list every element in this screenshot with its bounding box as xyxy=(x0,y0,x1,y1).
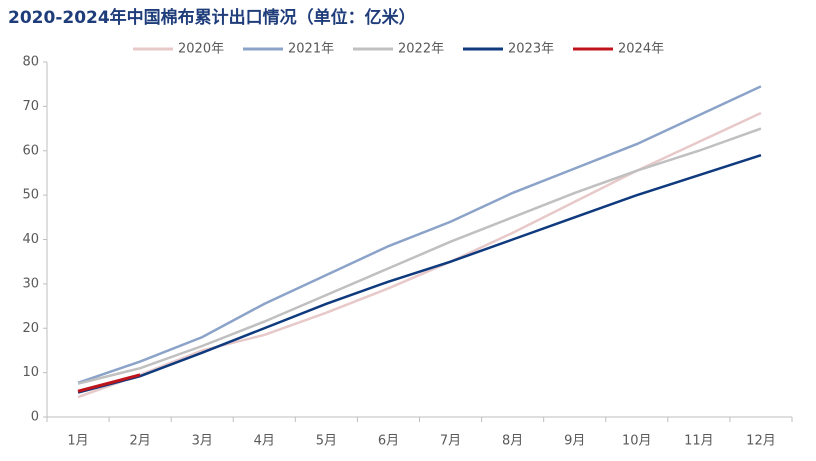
x-tick-label: 4月 xyxy=(254,434,275,449)
legend-label: 2024年 xyxy=(618,42,664,57)
y-tick-label: 70 xyxy=(22,99,39,114)
x-tick-label: 6月 xyxy=(378,434,399,449)
x-tick-label: 10月 xyxy=(622,434,652,449)
legend-label: 2021年 xyxy=(288,42,334,57)
chart-title: 2020-2024年中国棉布累计出口情况（单位：亿米） xyxy=(8,7,416,28)
legend-label: 2020年 xyxy=(178,42,224,57)
legend-label: 2022年 xyxy=(398,42,444,57)
x-tick-label: 11月 xyxy=(684,434,714,449)
x-tick-label: 9月 xyxy=(564,434,585,449)
y-tick-label: 30 xyxy=(22,276,39,291)
x-tick-label: 2月 xyxy=(129,434,150,449)
y-tick-label: 50 xyxy=(22,188,39,203)
x-tick-label: 12月 xyxy=(746,434,776,449)
x-tick-label: 7月 xyxy=(440,434,461,449)
y-tick-label: 40 xyxy=(22,232,39,247)
y-tick-label: 0 xyxy=(31,410,39,425)
series-line xyxy=(77,85,762,385)
series-line xyxy=(77,127,762,385)
series-line xyxy=(77,373,141,393)
x-tick-label: 5月 xyxy=(316,434,337,449)
x-tick-label: 1月 xyxy=(67,434,88,449)
legend-label: 2023年 xyxy=(508,42,554,57)
y-tick-label: 20 xyxy=(22,321,39,336)
x-tick-label: 3月 xyxy=(192,434,213,449)
y-tick-label: 60 xyxy=(22,143,39,158)
y-tick-label: 80 xyxy=(22,55,39,70)
series-line xyxy=(77,153,762,394)
series-line xyxy=(77,111,762,399)
x-tick-label: 8月 xyxy=(502,434,523,449)
y-tick-label: 10 xyxy=(22,365,39,380)
